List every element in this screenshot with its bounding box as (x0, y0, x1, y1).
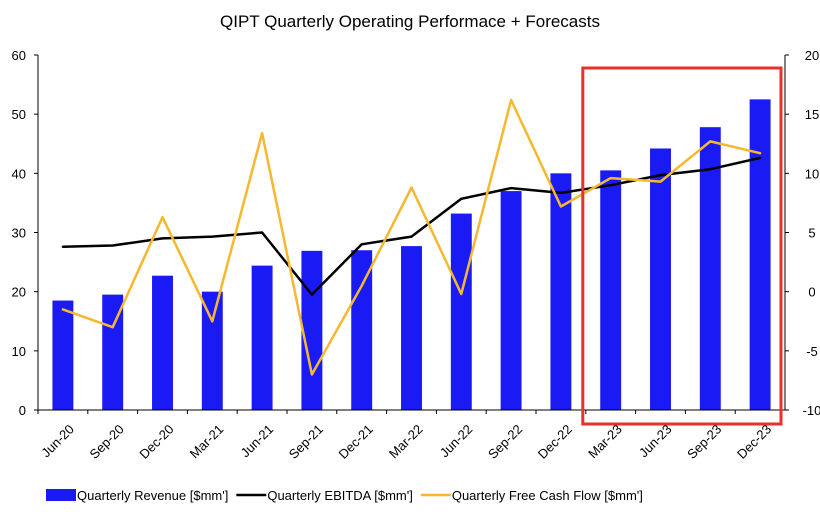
revenue-bar (201, 291, 223, 410)
revenue-bar (401, 246, 422, 410)
revenue-bar (301, 250, 323, 410)
legend-label: Quarterly Free Cash Flow [$mm'] (452, 488, 643, 503)
x-tick-label: Dec-21 (336, 422, 376, 462)
x-tick-label: Dec-22 (535, 422, 575, 462)
revenue-bar (650, 148, 671, 410)
x-tick-label: Jun-22 (437, 422, 476, 461)
legend-swatch-revenue (46, 489, 76, 501)
x-tick-label: Sep-20 (87, 422, 127, 462)
revenue-bar (699, 127, 721, 410)
x-tick-label: Mar-23 (585, 422, 625, 462)
ebitda-line (61, 156, 762, 296)
y-right-tick-label: 5 (808, 226, 815, 241)
revenue-bar (102, 294, 124, 410)
revenue-bar (152, 275, 173, 410)
y-left-tick-label: 40 (12, 166, 26, 181)
x-tick-label: Sep-22 (485, 422, 525, 462)
y-right-tick-label: -10 (803, 403, 820, 418)
y-left-tick-label: 10 (12, 344, 26, 359)
legend-label: Quarterly EBITDA [$mm'] (267, 488, 413, 503)
revenue-bar (251, 265, 273, 410)
x-tick-label: Jun-21 (238, 422, 277, 461)
legend-label: Quarterly Revenue [$mm'] (77, 488, 228, 503)
legend: Quarterly Revenue [$mm'] Quarterly EBITDA… (46, 488, 643, 503)
y-right-tick-label: -5 (806, 344, 818, 359)
revenue-bars (52, 99, 771, 410)
x-tick-label: Sep-23 (684, 422, 724, 462)
line-series (61, 98, 762, 376)
revenue-bar (450, 213, 472, 410)
forecast-highlight-box (581, 66, 783, 426)
y-right-tick-label: 0 (808, 285, 815, 300)
forecast-highlight (581, 66, 783, 426)
x-tick-label: Jun-20 (38, 422, 77, 461)
revenue-bar (500, 191, 522, 410)
y-right-tick-label: 10 (805, 166, 819, 181)
x-tick-label: Sep-21 (286, 422, 326, 462)
revenue-bar (600, 170, 622, 410)
y-right-tick-label: 20 (805, 48, 819, 63)
revenue-bar (351, 250, 373, 410)
revenue-bar (749, 99, 771, 410)
chart-title: QIPT Quarterly Operating Performace + Fo… (220, 12, 600, 31)
x-tick-label: Dec-23 (734, 422, 774, 462)
x-tick-label: Mar-22 (386, 422, 426, 462)
revenue-bar (52, 300, 74, 410)
revenue-bar (550, 173, 572, 410)
x-tick-label: Jun-23 (636, 422, 675, 461)
fcf-line (61, 98, 762, 376)
y-left-tick-label: 20 (12, 285, 26, 300)
y-left-tick-label: 60 (12, 48, 26, 63)
y-left-tick-label: 50 (12, 107, 26, 122)
y-left-tick-label: 30 (12, 226, 26, 241)
y-left-tick-label: 0 (19, 403, 26, 418)
x-tick-label: Dec-20 (136, 422, 176, 462)
y-right-tick-label: 15 (805, 107, 819, 122)
x-tick-label: Mar-21 (187, 422, 227, 462)
